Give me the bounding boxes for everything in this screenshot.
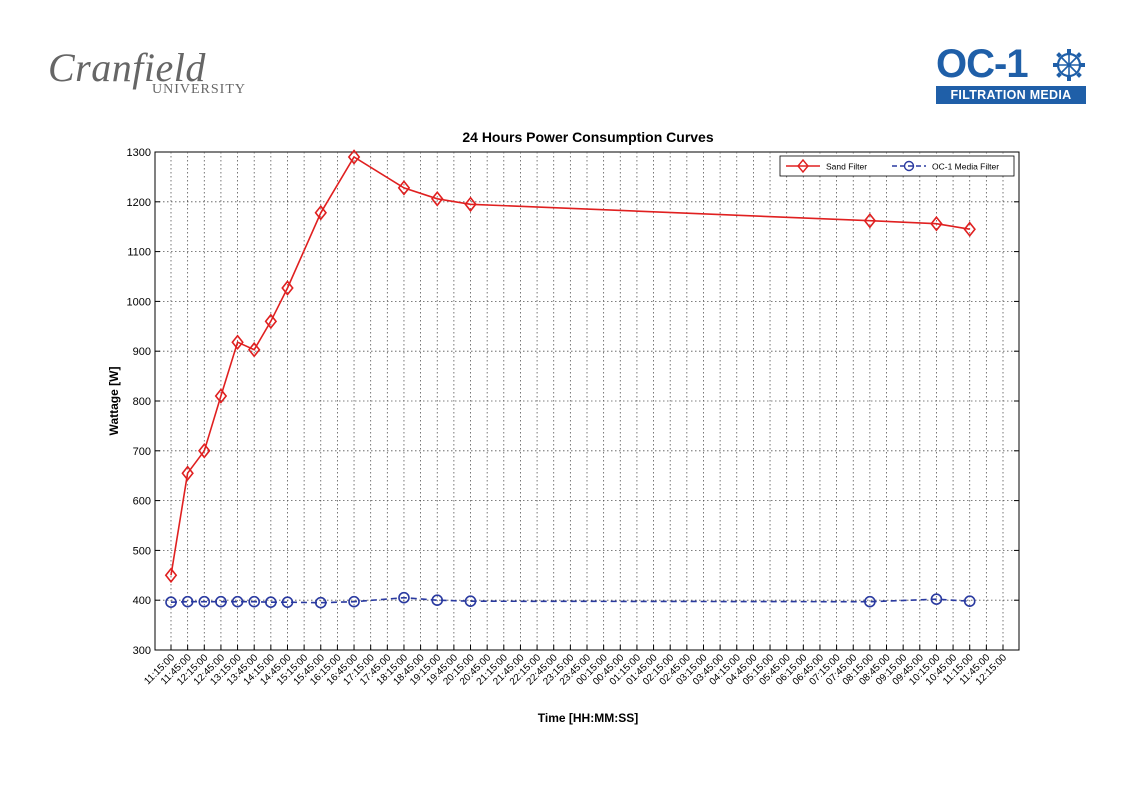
oc1-media-filter-point bbox=[930, 593, 943, 606]
oc1-filtration-media-logo: OC-1 FILTRATION MEDIA bbox=[936, 42, 1090, 108]
y-tick-label: 900 bbox=[133, 346, 151, 358]
sand-filter-point bbox=[281, 280, 294, 296]
x-axis-label: Time [HH:MM:SS] bbox=[538, 711, 638, 725]
sand-filter-point bbox=[863, 212, 877, 229]
y-tick-label: 400 bbox=[133, 595, 151, 607]
sand-filter-point bbox=[464, 196, 477, 213]
sand-filter-point bbox=[231, 334, 244, 351]
cranfield-logo-subtitle: UNIVERSITY bbox=[152, 82, 246, 97]
oc1-media-filter-point bbox=[398, 591, 410, 604]
sand-filter-point bbox=[431, 191, 444, 207]
sand-filter-point bbox=[164, 567, 178, 584]
oc1-media-filter-point bbox=[464, 595, 477, 607]
y-tick-label: 1300 bbox=[127, 147, 151, 159]
y-tick-label: 1100 bbox=[127, 247, 151, 259]
grid bbox=[155, 152, 1019, 650]
y-tick-label: 700 bbox=[133, 446, 151, 458]
sand-filter-point bbox=[264, 313, 278, 330]
series bbox=[164, 149, 976, 609]
oc1-logo-word: OC-1 bbox=[936, 42, 1029, 86]
cranfield-university-logo: Cranfield UNIVERSITY bbox=[48, 44, 268, 104]
series-line-sand-filter bbox=[170, 155, 970, 576]
x-axis: 11:15:0011:45:0012:15:0012:45:0013:15:00… bbox=[142, 645, 1009, 688]
sand-filter-point bbox=[963, 221, 976, 237]
sand-filter-point bbox=[314, 204, 327, 221]
oc1-media-filter-point bbox=[181, 595, 194, 608]
sand-filter-point bbox=[198, 443, 211, 459]
oc1-media-filter-point bbox=[314, 596, 327, 609]
legend-oc1-label: OC-1 Media Filter bbox=[932, 162, 999, 172]
sand-filter-point bbox=[247, 341, 261, 358]
oc1-logo-subtitle: FILTRATION MEDIA bbox=[936, 86, 1086, 104]
oc1-media-filter-point bbox=[215, 595, 227, 608]
y-axis: 300 400 500 600 700 800 900 1000 1100 1200 1300 bbox=[127, 147, 1019, 657]
oc1-media-filter-point bbox=[864, 595, 876, 608]
gear-icon bbox=[1053, 49, 1085, 81]
oc1-media-filter-point bbox=[281, 596, 294, 608]
legend-sand-marker bbox=[797, 158, 809, 174]
y-tick-label: 600 bbox=[133, 496, 151, 508]
oc1-media-filter-point bbox=[348, 595, 360, 608]
legend-oc1-marker bbox=[903, 160, 915, 172]
oc1-media-filter-point bbox=[248, 595, 260, 608]
sand-filter-point bbox=[347, 149, 361, 165]
series-line-oc1-media-filter bbox=[170, 596, 970, 604]
y-tick-label: 1000 bbox=[127, 296, 151, 308]
sand-filter-point bbox=[181, 465, 194, 481]
sand-filter-point bbox=[214, 388, 228, 404]
oc1-media-filter-point bbox=[265, 596, 277, 608]
sand-filter-point bbox=[397, 180, 411, 196]
y-tick-label: 500 bbox=[133, 545, 151, 557]
oc1-media-filter-point bbox=[231, 595, 244, 608]
legend: Sand Filter OC-1 Media Filter bbox=[779, 155, 1015, 177]
oc1-media-filter-point bbox=[431, 594, 444, 607]
oc1-media-filter-point bbox=[165, 596, 177, 608]
y-axis-label: Wattage [W] bbox=[107, 367, 121, 436]
oc1-media-filter-point bbox=[963, 595, 976, 607]
y-tick-label: 800 bbox=[133, 396, 151, 408]
cranfield-logo-word: Cranfield bbox=[48, 45, 206, 90]
legend-sand-label: Sand Filter bbox=[826, 162, 867, 172]
oc1-media-filter-point bbox=[198, 595, 211, 608]
y-tick-label: 1200 bbox=[127, 197, 151, 209]
chart-title: 24 Hours Power Consumption Curves bbox=[462, 129, 713, 145]
y-tick-label: 300 bbox=[133, 645, 151, 657]
sand-filter-point bbox=[930, 215, 943, 232]
